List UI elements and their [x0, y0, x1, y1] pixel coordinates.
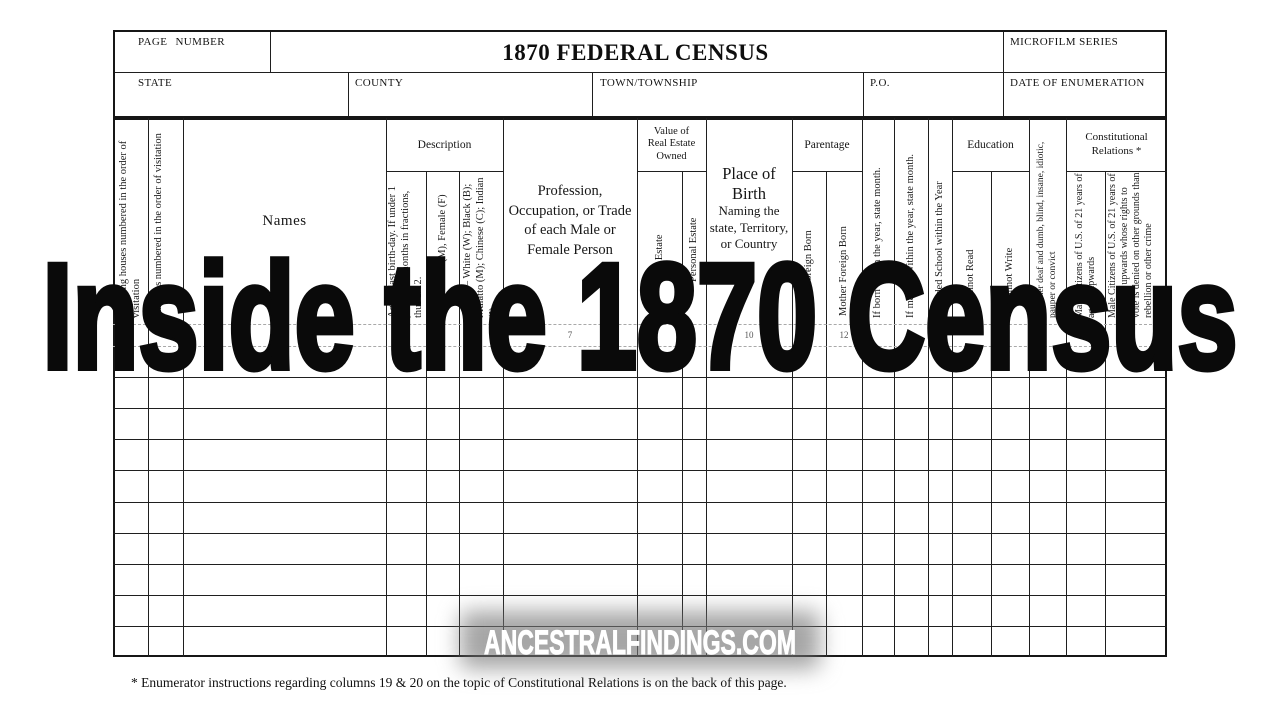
grid-line-h	[115, 72, 1165, 73]
grid-line-v	[503, 118, 504, 657]
overlay-title-text: Inside the 1870 Census	[43, 232, 1238, 400]
grid-line-v	[637, 118, 638, 657]
grid-line-v	[426, 171, 427, 657]
grid-line-h	[113, 533, 1167, 534]
grid-line-h	[113, 408, 1167, 409]
grid-line-dashed	[113, 324, 1167, 325]
grid-line-v	[826, 171, 827, 657]
grid-line-v	[862, 118, 863, 657]
group-parentage: Parentage	[804, 138, 850, 151]
column-number-7: 7	[567, 330, 573, 340]
grid-line-v	[1105, 171, 1106, 657]
group-constitutional-relations: Constitutional Relations *	[1085, 131, 1148, 157]
grid-line-h	[113, 439, 1167, 440]
date-of-enumeration-label: DATE OF ENUMERATION	[1010, 77, 1145, 89]
grid-line-v	[792, 118, 793, 657]
col-place-of-birth: Place of Birth Naming the state, Territo…	[706, 160, 792, 326]
place-of-birth-title: Place of Birth	[722, 164, 776, 203]
form-header-box	[113, 30, 1167, 118]
watermark-text: ANCESTRALFINDINGS.COM	[484, 624, 796, 662]
watermark-glow	[460, 611, 820, 669]
grid-line-v	[270, 32, 271, 72]
town-township-label: TOWN/TOWNSHIP	[600, 77, 698, 89]
grid-line-v	[928, 118, 929, 657]
group-education: Education	[967, 138, 1014, 151]
grid-line-v	[952, 118, 953, 657]
grid-line-v	[183, 118, 184, 657]
grid-line-v	[592, 73, 593, 116]
county-label: COUNTY	[355, 77, 404, 89]
grid-line-v	[894, 118, 895, 657]
grid-line-h	[386, 171, 503, 172]
grid-line-h	[637, 171, 706, 172]
grid-line-v	[863, 73, 864, 116]
microfilm-series-label: MICROFILM SERIES	[1010, 36, 1119, 48]
grid-line-h	[113, 564, 1167, 565]
group-description: Description	[417, 138, 472, 151]
grid-line-h	[1066, 171, 1167, 172]
page-number-label: PAGE NUMBER	[138, 36, 225, 48]
grid-line-h	[113, 502, 1167, 503]
column-number-10: 10	[744, 330, 754, 340]
grid-line-v	[1029, 118, 1030, 657]
grid-line-v	[386, 118, 387, 657]
grid-line-v	[991, 171, 992, 657]
column-number-12: 12	[839, 330, 849, 340]
state-label: STATE	[138, 77, 173, 89]
enumerator-footnote: * Enumerator instructions regarding colu…	[131, 675, 787, 690]
grid-line-dashed	[113, 346, 1167, 347]
col-profession: Profession, Occupation, or Trade of each…	[508, 183, 632, 258]
col-names: Names	[262, 212, 307, 229]
grid-line-v	[348, 73, 349, 116]
place-of-birth-sub: Naming the state, Territory, or Country	[709, 203, 789, 251]
grid-line-h	[113, 470, 1167, 471]
grid-line-v	[706, 118, 707, 657]
po-label: P.O.	[870, 77, 890, 89]
group-value-real-estate: Value of Real Estate Owned	[647, 125, 696, 162]
grid-line-v	[682, 171, 683, 657]
form-title: 1870 FEDERAL CENSUS	[502, 40, 769, 65]
grid-line-h	[792, 171, 862, 172]
grid-line-h	[952, 171, 1029, 172]
grid-line-v	[1003, 32, 1004, 116]
grid-line-v	[459, 171, 460, 657]
grid-line-v	[1066, 118, 1067, 657]
grid-line-h	[113, 377, 1167, 378]
grid-line-h	[113, 595, 1167, 596]
grid-line-v	[148, 118, 149, 657]
